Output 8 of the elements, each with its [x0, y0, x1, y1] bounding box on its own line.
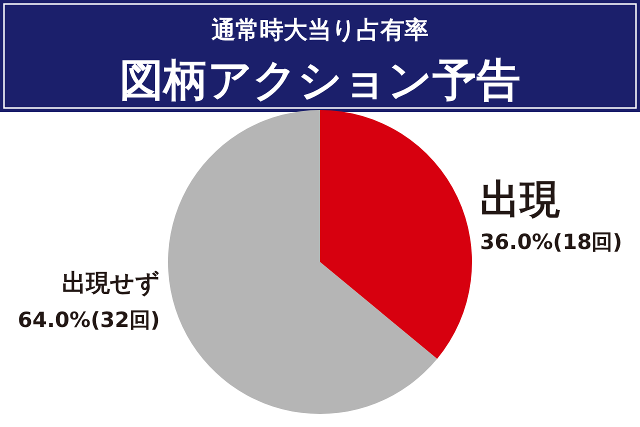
chart-subtitle: 図柄アクション予告 [120, 55, 520, 106]
data-label: 36.0%(18回) [480, 230, 622, 254]
data-label: 64.0%(32回) [18, 308, 160, 332]
slice-label: 出現せず [62, 268, 160, 297]
pie-slice [168, 110, 438, 414]
slice-label: 出現 [480, 177, 560, 224]
chart-title: 通常時大当り占有率 [210, 16, 428, 44]
pie-slice [320, 110, 472, 359]
